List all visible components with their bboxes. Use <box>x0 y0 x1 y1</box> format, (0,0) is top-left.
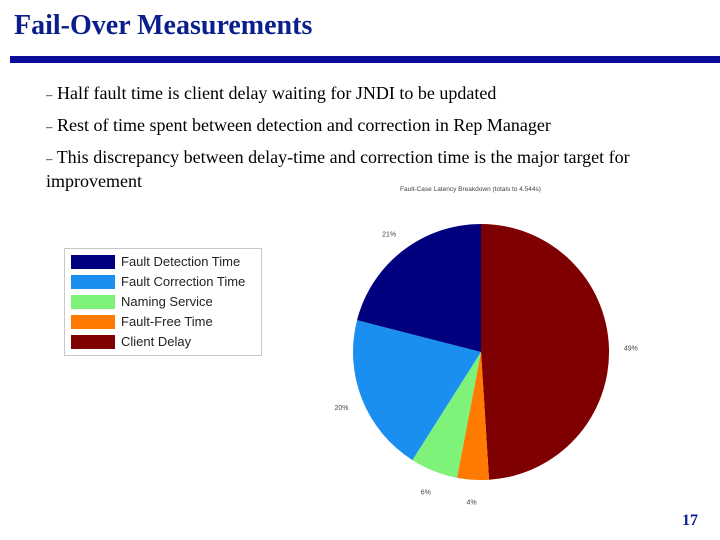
bullet-marker: – <box>46 87 53 102</box>
slice-value-label: 21% <box>382 232 396 239</box>
bullet-item: – Rest of time spent between detection a… <box>46 114 656 138</box>
page-number: 17 <box>682 512 698 529</box>
bullet-marker: – <box>46 151 53 166</box>
bullet-item: – Half fault time is client delay waitin… <box>46 82 656 106</box>
slice-value-label: 49% <box>624 345 638 352</box>
pie-slice <box>412 352 481 478</box>
pie-chart: Fault-Case Latency Breakdown (totals to … <box>300 180 660 525</box>
legend-label: Fault Correction Time <box>121 274 246 289</box>
bullet-marker: – <box>46 119 53 134</box>
pie-slice <box>357 224 481 352</box>
bullet-list: – Half fault time is client delay waitin… <box>46 82 656 200</box>
bullet-item: – This discrepancy between delay-time an… <box>46 146 656 192</box>
legend-swatch <box>71 295 115 309</box>
legend-entry: Fault-Free Time <box>71 313 257 331</box>
legend-label: Client Delay <box>121 334 192 349</box>
legend-entry: Fault Detection Time <box>71 253 257 271</box>
slice-value-label: 4% <box>467 500 477 507</box>
pie-slice <box>481 224 610 480</box>
legend-entry: Client Delay <box>71 333 257 351</box>
bullet-text: Rest of time spent between detection and… <box>57 115 551 135</box>
chart-legend: Fault Detection Time Fault Correction Tim… <box>64 248 262 356</box>
pie-slice <box>457 352 490 481</box>
slice-value-label: 20% <box>334 405 348 412</box>
legend-label: Fault-Free Time <box>121 314 213 329</box>
slide-title: Fail-Over Measurements <box>14 10 313 41</box>
legend-entry: Fault Correction Time <box>71 273 257 291</box>
legend-entry: Naming Service <box>71 293 257 311</box>
pie-chart-svg: 49% 4% 6% 20% 21% <box>334 224 638 507</box>
legend-swatch <box>71 335 115 349</box>
legend-swatch <box>71 275 115 289</box>
slice-value-label: 6% <box>421 490 431 497</box>
legend-swatch <box>71 255 115 269</box>
bullet-text: Half fault time is client delay waiting … <box>57 83 497 103</box>
legend-label: Naming Service <box>121 294 213 309</box>
chart-title: Fault-Case Latency Breakdown (totals to … <box>400 186 541 193</box>
title-divider <box>10 56 720 63</box>
legend-label: Fault Detection Time <box>121 254 241 269</box>
legend-swatch <box>71 315 115 329</box>
pie-slice <box>352 320 481 461</box>
bullet-text: This discrepancy between delay-time and … <box>46 147 630 191</box>
